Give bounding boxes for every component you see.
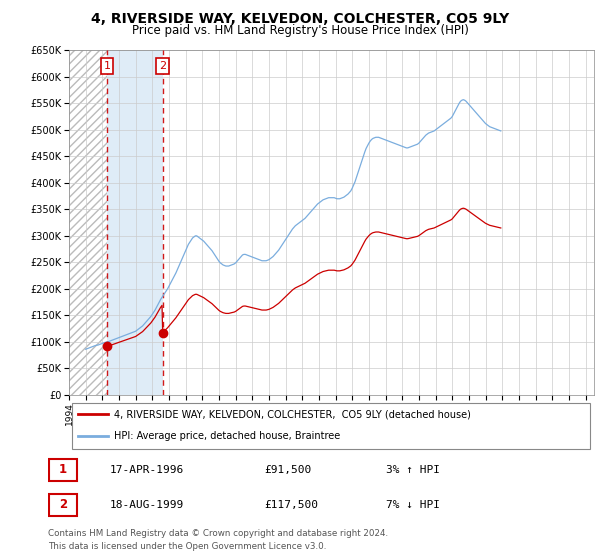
Text: 4, RIVERSIDE WAY, KELVEDON, COLCHESTER,  CO5 9LY (detached house): 4, RIVERSIDE WAY, KELVEDON, COLCHESTER, … [113, 409, 470, 419]
Text: 4, RIVERSIDE WAY, KELVEDON, COLCHESTER, CO5 9LY: 4, RIVERSIDE WAY, KELVEDON, COLCHESTER, … [91, 12, 509, 26]
Text: 2: 2 [59, 498, 67, 511]
Text: Contains HM Land Registry data © Crown copyright and database right 2024.
This d: Contains HM Land Registry data © Crown c… [48, 529, 388, 550]
Text: £91,500: £91,500 [264, 465, 311, 475]
Text: 3% ↑ HPI: 3% ↑ HPI [386, 465, 439, 475]
FancyBboxPatch shape [71, 404, 590, 449]
Text: £117,500: £117,500 [264, 500, 318, 510]
Text: 1: 1 [59, 463, 67, 476]
Bar [69, 50, 107, 395]
Bar [107, 50, 163, 395]
FancyBboxPatch shape [49, 459, 77, 481]
Text: 1: 1 [104, 61, 110, 71]
Text: 7% ↓ HPI: 7% ↓ HPI [386, 500, 439, 510]
Text: Price paid vs. HM Land Registry's House Price Index (HPI): Price paid vs. HM Land Registry's House … [131, 24, 469, 37]
Text: 17-APR-1996: 17-APR-1996 [110, 465, 184, 475]
Text: 2: 2 [159, 61, 166, 71]
Text: HPI: Average price, detached house, Braintree: HPI: Average price, detached house, Brai… [113, 431, 340, 441]
Text: 18-AUG-1999: 18-AUG-1999 [110, 500, 184, 510]
FancyBboxPatch shape [49, 493, 77, 516]
